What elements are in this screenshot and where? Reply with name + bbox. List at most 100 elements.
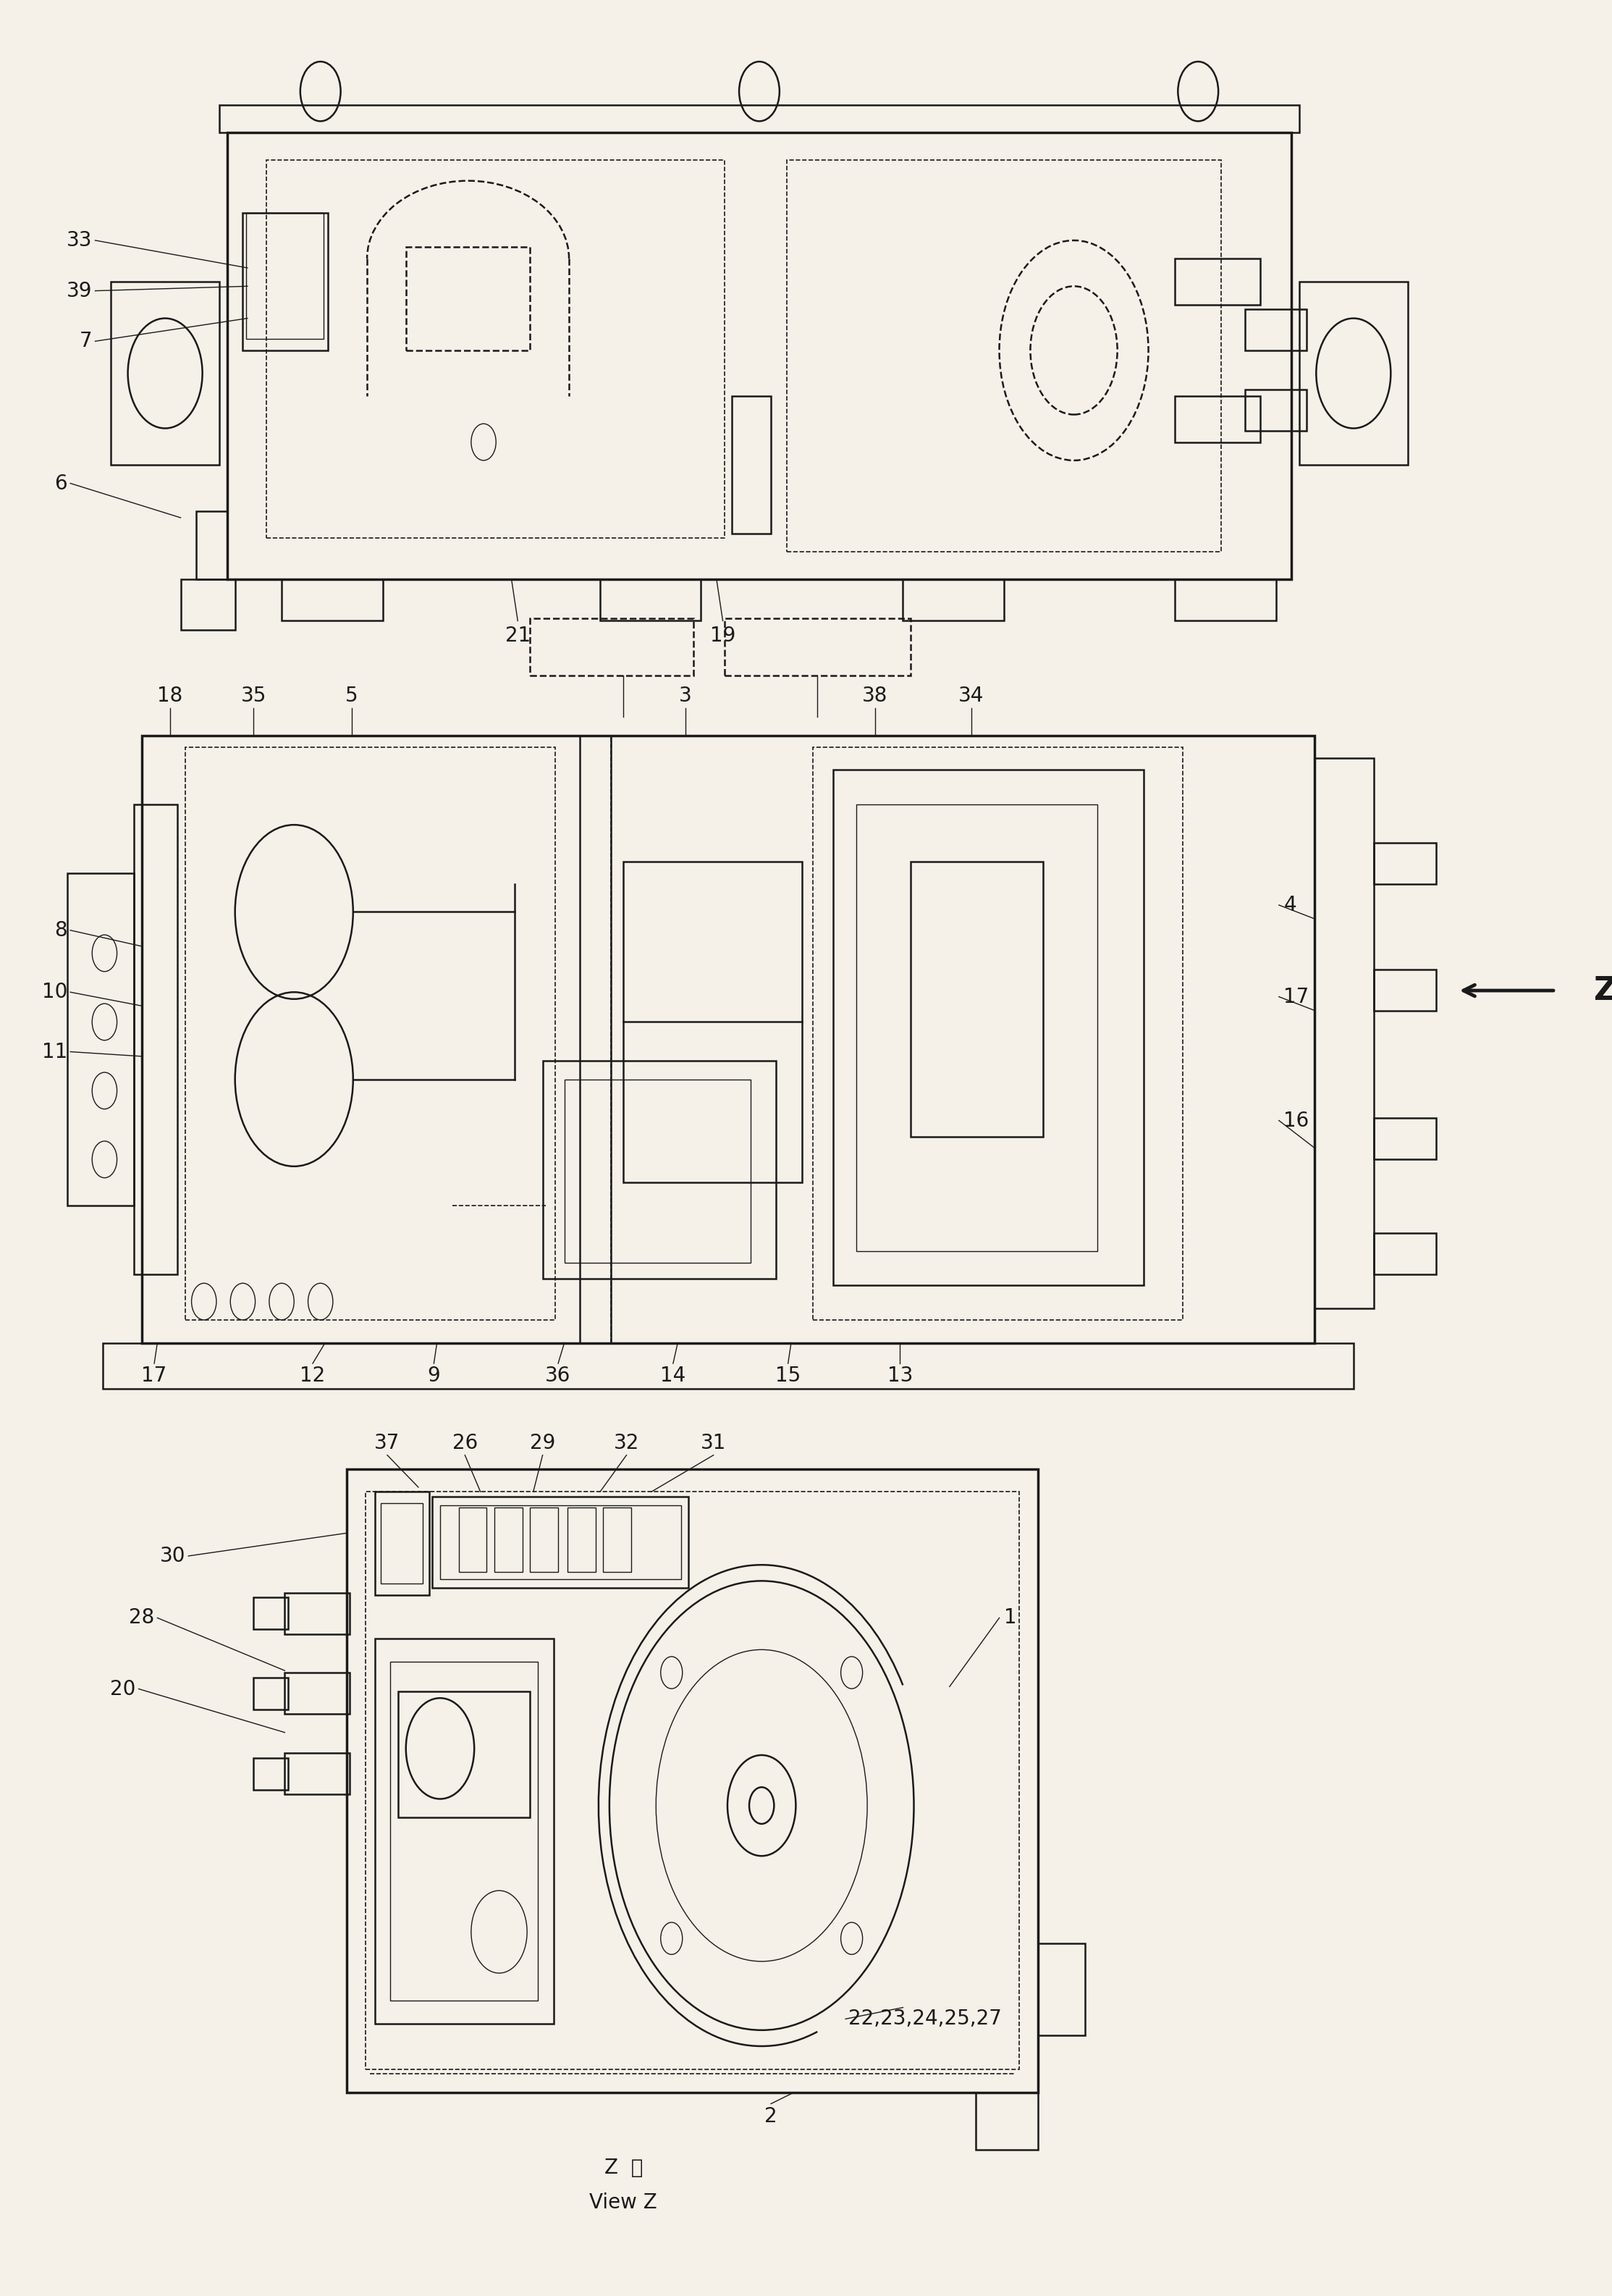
Text: 32: 32 — [614, 1433, 640, 1453]
Bar — [1373, 843, 1436, 884]
Text: 22,23,24,25,27: 22,23,24,25,27 — [848, 2009, 1003, 2030]
Bar — [567, 1508, 595, 1573]
Bar — [530, 1508, 558, 1573]
Bar — [347, 1469, 1038, 2092]
Bar — [903, 579, 1004, 620]
Bar — [856, 804, 1098, 1251]
Bar — [282, 579, 382, 620]
Text: 38: 38 — [862, 687, 888, 705]
Text: 7: 7 — [79, 331, 92, 351]
Text: 30: 30 — [160, 1545, 185, 1566]
Bar — [1373, 969, 1436, 1010]
Bar — [624, 861, 803, 1182]
Text: View Z: View Z — [590, 2193, 658, 2213]
Bar — [227, 133, 1291, 579]
Text: 31: 31 — [701, 1433, 727, 1453]
Bar — [247, 214, 324, 340]
Bar — [243, 214, 329, 351]
Bar — [285, 1593, 350, 1635]
Text: 6: 6 — [55, 473, 68, 494]
Bar — [495, 1508, 522, 1573]
Text: 20: 20 — [110, 1678, 135, 1699]
Text: 19: 19 — [709, 625, 735, 645]
Bar — [564, 1079, 751, 1263]
Bar — [266, 161, 724, 537]
Bar — [603, 1508, 632, 1573]
Bar — [185, 746, 555, 1320]
Bar — [285, 1674, 350, 1715]
Bar — [732, 397, 771, 533]
Text: 29: 29 — [530, 1433, 556, 1453]
Bar — [253, 1598, 289, 1630]
Bar — [111, 282, 219, 466]
Bar — [366, 1492, 1019, 2069]
Bar — [580, 735, 611, 1343]
Bar — [380, 1504, 422, 1584]
Bar — [253, 1678, 289, 1711]
Text: 17: 17 — [1283, 987, 1309, 1008]
Bar — [398, 1692, 530, 1816]
Bar — [543, 1061, 775, 1279]
Bar — [724, 618, 911, 675]
Bar — [68, 872, 134, 1205]
Bar — [253, 1759, 289, 1791]
Bar — [1244, 390, 1307, 432]
Bar — [787, 161, 1222, 551]
Text: 3: 3 — [679, 687, 692, 705]
Text: 26: 26 — [453, 1433, 477, 1453]
Bar — [1373, 1118, 1436, 1159]
Bar — [376, 1492, 429, 1596]
Bar — [459, 1508, 487, 1573]
Bar — [197, 510, 227, 579]
Bar — [376, 1639, 553, 2023]
Bar — [1299, 282, 1407, 466]
Bar — [1244, 310, 1307, 351]
Text: 16: 16 — [1283, 1111, 1309, 1130]
Text: 18: 18 — [156, 687, 182, 705]
Text: 5: 5 — [345, 687, 358, 705]
Text: 4: 4 — [1283, 895, 1296, 916]
Bar — [440, 1506, 680, 1580]
Bar — [181, 579, 235, 629]
Text: 15: 15 — [775, 1366, 801, 1387]
Text: 11: 11 — [42, 1042, 68, 1061]
Bar — [1038, 1942, 1085, 2034]
Bar — [1373, 1233, 1436, 1274]
Text: 34: 34 — [959, 687, 985, 705]
Bar — [219, 106, 1299, 133]
Bar — [285, 1754, 350, 1795]
Text: 33: 33 — [66, 230, 92, 250]
Bar — [833, 769, 1145, 1286]
Bar — [406, 248, 530, 351]
Bar — [1315, 758, 1373, 1309]
Bar — [911, 861, 1043, 1137]
Bar — [812, 746, 1183, 1320]
Text: 12: 12 — [300, 1366, 326, 1387]
Text: 21: 21 — [505, 625, 530, 645]
Bar — [103, 1343, 1354, 1389]
Text: Z: Z — [1594, 976, 1612, 1006]
Text: 9: 9 — [427, 1366, 440, 1387]
Bar — [1175, 579, 1275, 620]
Text: 39: 39 — [66, 280, 92, 301]
Text: Z  视: Z 视 — [604, 2158, 643, 2179]
Bar — [134, 804, 177, 1274]
Text: 10: 10 — [42, 983, 68, 1003]
Bar — [1175, 397, 1261, 443]
Text: 37: 37 — [374, 1433, 400, 1453]
Text: 17: 17 — [142, 1366, 168, 1387]
Bar — [975, 2092, 1038, 2149]
Bar — [142, 735, 1315, 1343]
Text: 2: 2 — [764, 2105, 777, 2126]
Text: 14: 14 — [661, 1366, 685, 1387]
Bar — [600, 579, 701, 620]
Bar — [530, 618, 693, 675]
Bar — [1175, 259, 1261, 305]
Bar — [432, 1497, 688, 1589]
Text: 35: 35 — [240, 687, 266, 705]
Text: 13: 13 — [887, 1366, 912, 1387]
Text: 1: 1 — [1004, 1607, 1017, 1628]
Text: 8: 8 — [55, 921, 68, 941]
Text: 28: 28 — [129, 1607, 155, 1628]
Bar — [390, 1662, 538, 2000]
